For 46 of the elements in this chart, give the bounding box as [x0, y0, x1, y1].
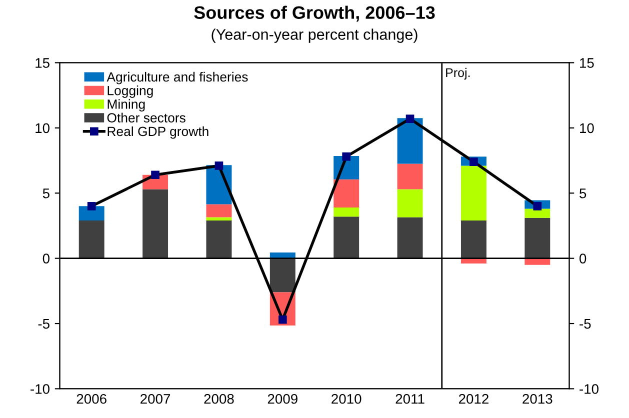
- chart-title: Sources of Growth, 2006–13: [194, 6, 435, 22]
- y-tick-label: 15: [36, 58, 50, 68]
- bar: [397, 217, 423, 258]
- legend-label: Mining: [108, 99, 145, 112]
- y2-tick-label: -10: [580, 384, 598, 394]
- x-tick-label: 2009: [268, 394, 298, 404]
- y2-tick-label: 5: [580, 188, 586, 198]
- bar: [397, 164, 423, 190]
- x-tick-label: 2010: [332, 394, 362, 404]
- y2-tick-label: -5: [580, 319, 591, 329]
- legend-label: Agriculture and fisheries: [106, 72, 248, 84]
- y-tick-label: 5: [42, 188, 50, 198]
- bar: [78, 220, 104, 258]
- chart-subtitle: (Year-on-year percent change): [212, 28, 418, 43]
- bar: [460, 166, 486, 221]
- y-tick-label: 0: [42, 254, 50, 264]
- x-tick-label: 2006: [76, 394, 106, 404]
- bar: [142, 189, 168, 258]
- y2-tick-label: 10: [580, 123, 594, 134]
- y-tick-label: -5: [38, 319, 50, 329]
- x-tick-label: 2007: [140, 394, 170, 404]
- bar: [397, 118, 423, 164]
- annotation: Proj.: [446, 68, 470, 80]
- x-tick-label: 2013: [522, 394, 552, 404]
- x-tick-label: 2011: [396, 394, 424, 404]
- bar: [334, 216, 360, 258]
- bar: [460, 220, 486, 258]
- x-tick-label: 2008: [204, 394, 234, 404]
- bar: [397, 189, 423, 218]
- bar: [270, 258, 296, 292]
- legend-label: Other sectors: [107, 112, 186, 122]
- y2-tick-label: 0: [580, 254, 586, 264]
- bar: [206, 220, 232, 258]
- bar: [524, 208, 550, 218]
- y-tick-label: -10: [30, 384, 50, 394]
- y2-tick-label: 15: [580, 58, 594, 68]
- bar: [524, 258, 550, 265]
- legend-label: Logging: [108, 86, 153, 98]
- legend-label: Real GDP growth: [108, 126, 208, 139]
- bar: [206, 204, 232, 218]
- bar: [206, 217, 232, 221]
- x-tick-label: 2012: [458, 394, 488, 404]
- bar: [334, 207, 360, 217]
- y-tick-label: 10: [36, 123, 50, 134]
- bar: [524, 218, 550, 258]
- bar: [334, 179, 360, 208]
